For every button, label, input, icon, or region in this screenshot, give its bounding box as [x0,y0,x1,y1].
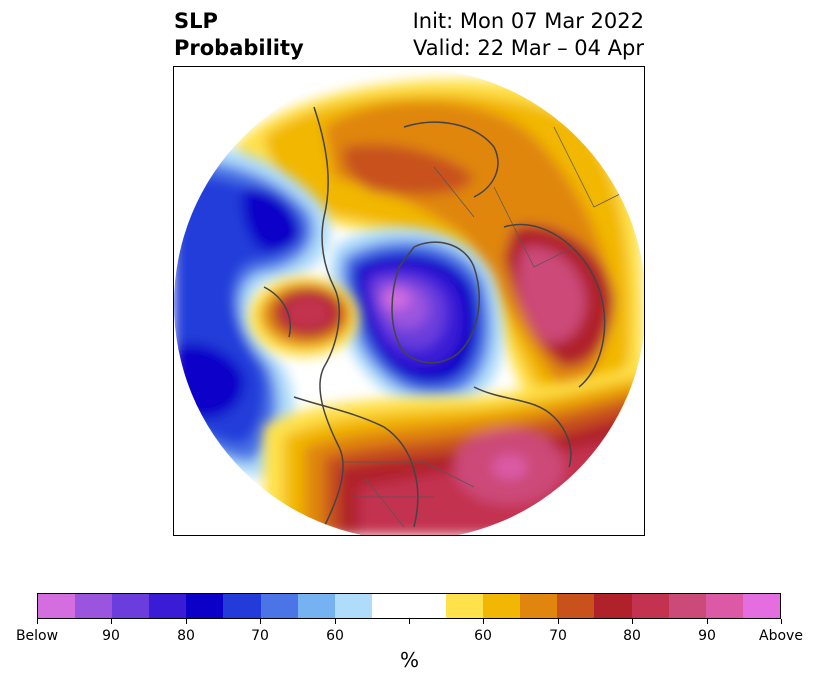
colorbar-segment [483,594,521,618]
colorbar-segment [520,594,558,618]
colorbar-tick-label: 70 [549,628,567,644]
colorbar-tick-mark [111,619,112,624]
colorbar-segment [260,594,298,618]
colorbar-segment [334,594,372,618]
colorbar-segment [705,594,743,618]
colorbar-segment [75,594,113,618]
colorbar-segment [557,594,595,618]
political-boundaries [344,126,635,528]
colorbar-tick-label: Below [15,628,59,644]
below-normal-north-pacific [174,144,331,477]
title-right: Init: Mon 07 Mar 2022 Valid: 22 Mar – 04… [413,8,644,62]
colorbar-segment [149,594,187,618]
colorbar-tick-mark [483,619,484,624]
colorbar-segment [408,594,447,618]
colorbar-segment [631,594,669,618]
colorbar-tick-label: 80 [623,628,641,644]
colorbar-segment [742,594,780,618]
colorbar-segment [223,594,261,618]
colorbar [37,593,781,619]
colorbar-tick-label: Above [759,628,803,644]
colorbar-tick-label: 90 [102,628,120,644]
colorbar-segment [112,594,150,618]
coastlines [263,106,606,528]
colorbar-tick-mark [632,619,633,624]
colorbar-tick-label: 60 [326,628,344,644]
colorbar-tick-mark [335,619,336,624]
colorbar-tick-mark [37,619,38,624]
probability-map [173,66,645,536]
colorbar-segment [38,594,76,618]
title-variable: SLP [174,9,218,33]
colorbar-units: % [399,648,419,672]
colorbar-tick-label: 90 [698,628,716,644]
colorbar-segment [446,594,484,618]
valid-range: Valid: 22 Mar – 04 Apr [413,36,644,60]
colorbar-ticks: Below 90 80 70 60 60 70 80 90 Above [16,619,803,644]
colorbar-tick-mark [781,619,782,624]
colorbar-segment [594,594,632,618]
colorbar-segment [371,594,409,618]
colorbar-tick-label: 80 [177,628,195,644]
above-normal-gulf-of-alaska [249,277,359,357]
title-left: SLP Probability [174,8,304,62]
above-normal-region-north [234,79,644,487]
colorbar-tick-mark [260,619,261,624]
colorbar-segment [186,594,224,618]
colorbar-tick-mark [409,619,410,624]
colorbar-tick-mark [707,619,708,624]
title-product: Probability [174,36,304,60]
colorbar-tick-label: 60 [474,628,492,644]
colorbar-tick-label: 70 [251,628,269,644]
colorbar-tick-mark [186,619,187,624]
colorbar-segment [668,594,706,618]
map-canvas [174,68,644,535]
colorbar-tick-mark [558,619,559,624]
colorbar-segment [297,594,335,618]
init-date: Init: Mon 07 Mar 2022 [412,9,644,33]
